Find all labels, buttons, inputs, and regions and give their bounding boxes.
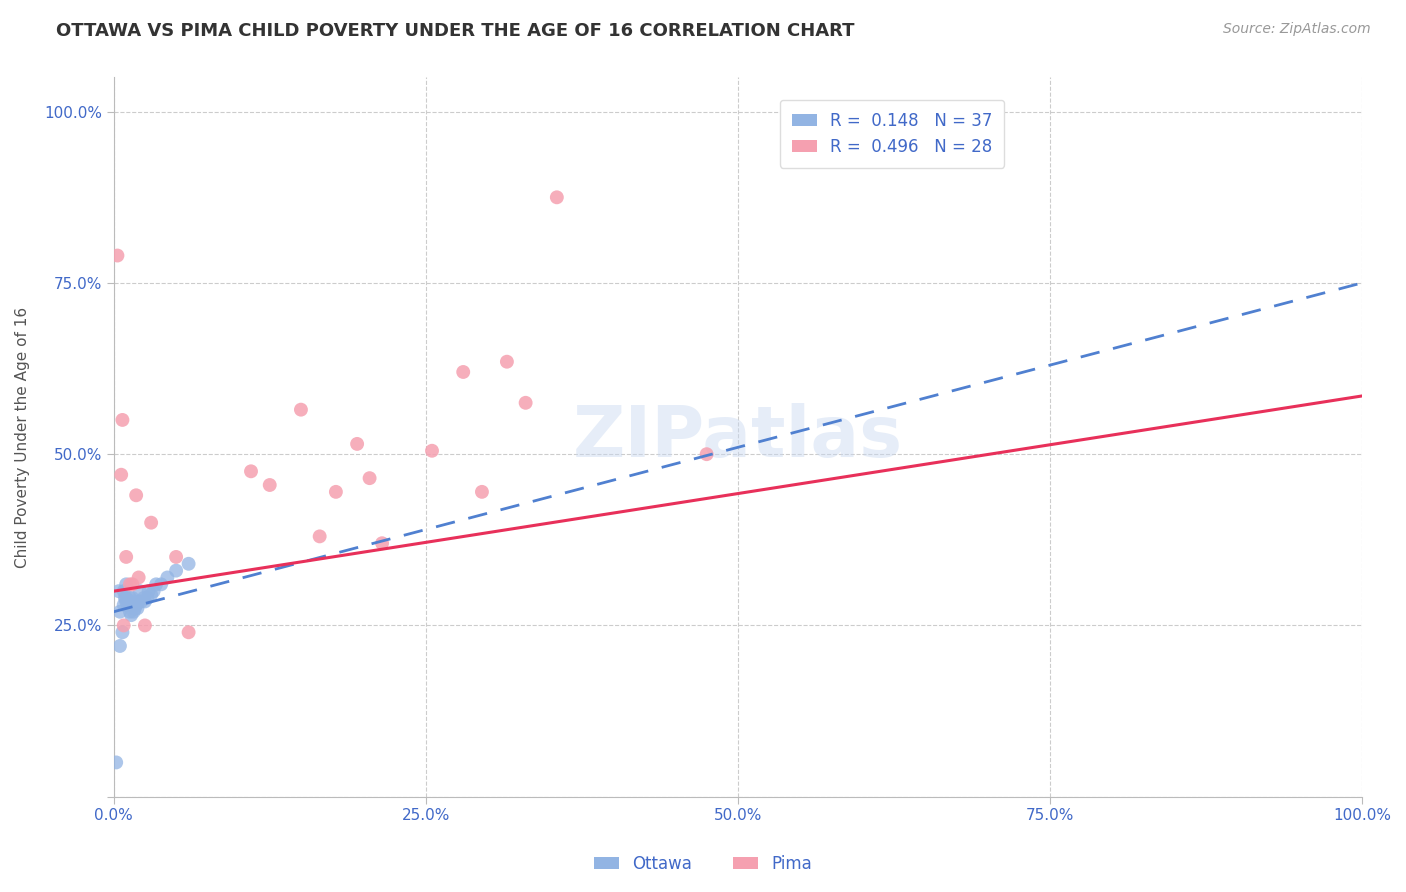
Point — [156, 570, 179, 584]
Point — [108, 605, 131, 619]
Point — [150, 577, 173, 591]
Point — [112, 598, 135, 612]
Point — [129, 594, 152, 608]
Point — [115, 577, 138, 591]
Point — [105, 756, 128, 770]
Point — [420, 443, 443, 458]
Point — [107, 248, 129, 262]
Point — [115, 594, 138, 608]
Point — [134, 594, 156, 608]
Point — [371, 536, 394, 550]
Point — [112, 618, 135, 632]
Legend: R =  0.148   N = 37, R =  0.496   N = 28: R = 0.148 N = 37, R = 0.496 N = 28 — [780, 100, 1004, 168]
Point — [115, 549, 138, 564]
Point — [125, 488, 148, 502]
Text: Source: ZipAtlas.com: Source: ZipAtlas.com — [1223, 22, 1371, 37]
Point — [120, 608, 142, 623]
Point — [145, 577, 167, 591]
Point — [122, 594, 145, 608]
Point — [546, 190, 568, 204]
Point — [115, 591, 138, 605]
Point — [240, 464, 263, 478]
Point — [471, 484, 494, 499]
Point — [112, 584, 135, 599]
Point — [121, 591, 143, 605]
Point — [129, 584, 152, 599]
Point — [132, 591, 155, 605]
Point — [136, 591, 159, 605]
Point — [290, 402, 312, 417]
Point — [138, 584, 160, 599]
Point — [128, 570, 150, 584]
Point — [118, 605, 141, 619]
Point — [165, 549, 187, 564]
Point — [451, 365, 474, 379]
Point — [124, 601, 146, 615]
Point — [110, 467, 132, 482]
Point — [107, 584, 129, 599]
Point — [111, 625, 134, 640]
Point — [121, 598, 143, 612]
Point — [108, 639, 131, 653]
Point — [125, 598, 148, 612]
Point — [118, 591, 141, 605]
Point — [118, 594, 141, 608]
Point — [696, 447, 718, 461]
Y-axis label: Child Poverty Under the Age of 16: Child Poverty Under the Age of 16 — [15, 307, 30, 567]
Point — [127, 601, 149, 615]
Point — [308, 529, 330, 543]
Point — [139, 516, 162, 530]
Point — [177, 625, 200, 640]
Point — [134, 618, 156, 632]
Point — [114, 591, 136, 605]
Legend: Ottawa, Pima: Ottawa, Pima — [586, 848, 820, 880]
Text: ZIPatlas: ZIPatlas — [572, 402, 903, 472]
Point — [118, 577, 141, 591]
Point — [325, 484, 347, 499]
Point — [515, 396, 537, 410]
Point — [122, 605, 145, 619]
Point — [117, 598, 139, 612]
Point — [496, 355, 519, 369]
Text: OTTAWA VS PIMA CHILD POVERTY UNDER THE AGE OF 16 CORRELATION CHART: OTTAWA VS PIMA CHILD POVERTY UNDER THE A… — [56, 22, 855, 40]
Point — [139, 588, 162, 602]
Point — [177, 557, 200, 571]
Point — [165, 564, 187, 578]
Point — [142, 584, 165, 599]
Point — [259, 478, 281, 492]
Point — [128, 594, 150, 608]
Point — [359, 471, 381, 485]
Point — [111, 413, 134, 427]
Point — [346, 437, 368, 451]
Point — [121, 577, 143, 591]
